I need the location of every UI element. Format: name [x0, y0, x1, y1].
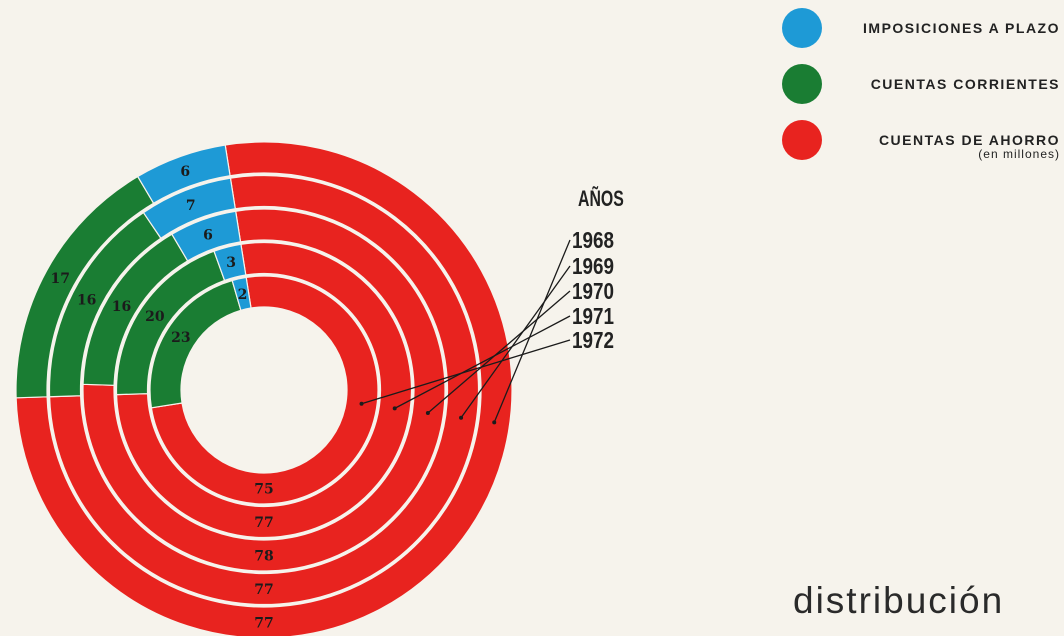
leader-line-1968 — [494, 240, 570, 422]
leader-dot-1970 — [426, 411, 430, 415]
legend-item-imposiciones: IMPOSICIONES A PLAZO — [760, 8, 1060, 64]
ring-1972-corrientes-value: 23 — [171, 330, 190, 346]
ring-1969-imposiciones-value: 7 — [186, 198, 196, 214]
leader-dot-1972 — [360, 402, 364, 406]
year-label-1969: 1969 — [572, 254, 614, 278]
legend-item-ahorro: CUENTAS DE AHORRO (en millones) — [760, 120, 1060, 176]
page-heading-word: distribución — [793, 580, 1004, 622]
ring-1968-ahorro-value: 77 — [254, 616, 273, 632]
legend-swatch-corrientes — [782, 64, 822, 104]
legend-item-corrientes: CUENTAS CORRIENTES — [760, 64, 1060, 120]
year-label-1971: 1971 — [572, 304, 614, 328]
legend-label-corrientes: CUENTAS CORRIENTES — [871, 76, 1060, 92]
ring-1971-corrientes-value: 20 — [145, 309, 165, 325]
year-label-1970: 1970 — [572, 279, 614, 303]
legend-label-ahorro: CUENTAS DE AHORRO (en millones) — [879, 132, 1060, 161]
legend-unit-note: (en millones) — [879, 147, 1060, 161]
leader-dot-1968 — [492, 420, 496, 424]
year-label-1972: 1972 — [572, 328, 614, 352]
legend-swatch-imposiciones — [782, 8, 822, 48]
legend: IMPOSICIONES A PLAZO CUENTAS CORRIENTES … — [760, 8, 1060, 176]
legend-swatch-ahorro — [782, 120, 822, 160]
ring-1970-imposiciones-value: 6 — [203, 227, 213, 243]
ring-1969-corrientes-value: 16 — [77, 293, 96, 309]
legend-label-imposiciones: IMPOSICIONES A PLAZO — [863, 20, 1060, 36]
years-title: AÑOS — [578, 186, 624, 212]
ring-1970-ahorro-value: 78 — [254, 549, 273, 565]
ring-1969-ahorro-value: 77 — [254, 582, 273, 598]
leader-dot-1971 — [393, 406, 397, 410]
ring-1970-corrientes-value: 16 — [112, 299, 131, 315]
ring-1971-imposiciones-value: 3 — [226, 255, 236, 271]
ring-1968-imposiciones-value: 6 — [180, 164, 190, 180]
ring-1972-ahorro-value: 75 — [254, 482, 273, 498]
ring-1971-ahorro-value: 77 — [254, 515, 273, 531]
ring-1968-corrientes-value: 17 — [51, 271, 70, 287]
ring-1972-imposiciones-value: 2 — [238, 287, 248, 303]
year-label-1968: 1968 — [572, 228, 614, 252]
leader-dot-1969 — [459, 416, 463, 420]
legend-label-ahorro-text: CUENTAS DE AHORRO — [879, 132, 1060, 148]
